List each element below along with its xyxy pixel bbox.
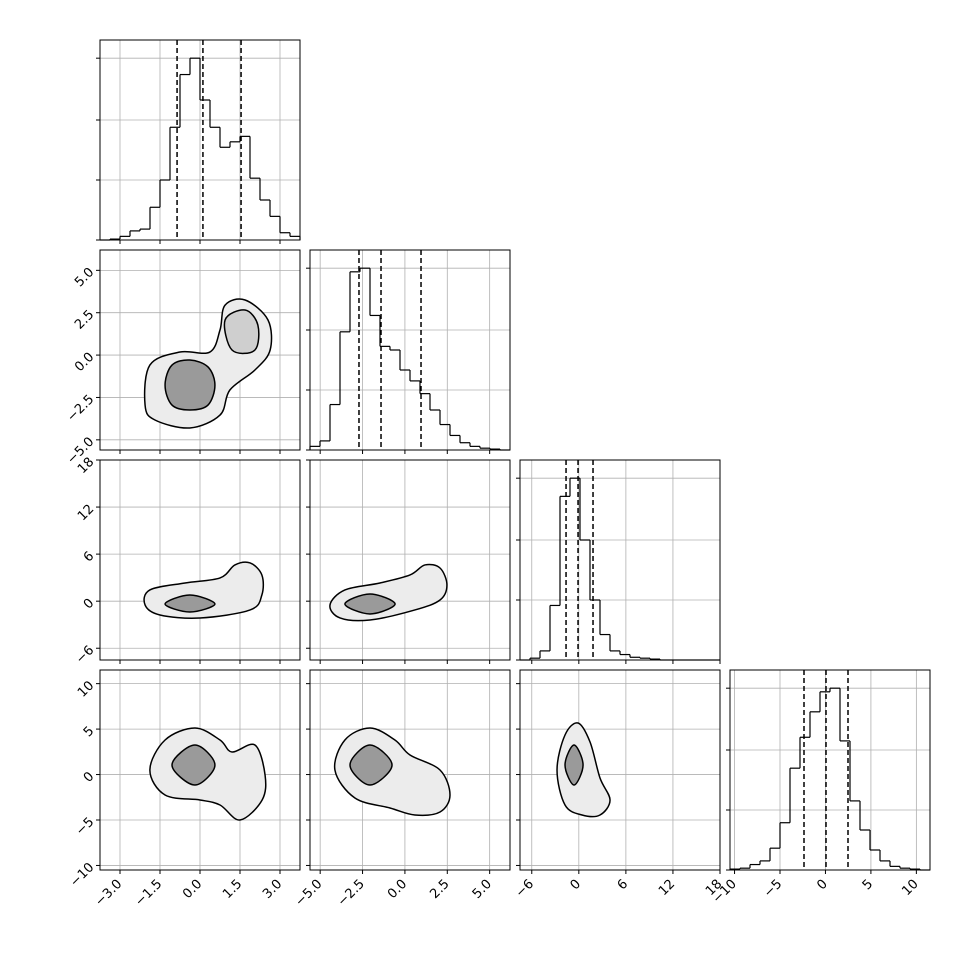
contour <box>223 309 260 355</box>
axes-frame <box>99 669 301 871</box>
panel <box>96 39 301 244</box>
axes-frame <box>309 459 511 661</box>
y-tick-label: −10 <box>67 860 97 890</box>
axes-frame <box>99 249 301 451</box>
x-tick-label: −6 <box>513 877 537 901</box>
contour <box>171 744 216 786</box>
axes-frame <box>99 459 301 661</box>
y-tick-label: 0 <box>81 769 97 785</box>
contours <box>329 563 448 622</box>
contour <box>344 593 396 615</box>
y-tick-label: 2.5 <box>72 307 97 332</box>
x-tick-label: 10 <box>899 877 921 899</box>
y-tick-label: 0.0 <box>72 350 97 375</box>
x-tick-label: 5.0 <box>470 877 495 902</box>
x-tick-label: −5 <box>761 877 785 901</box>
panel: −10 −5 0 5 10 <box>710 669 931 907</box>
contour <box>564 744 584 786</box>
x-tick-label: −1.5 <box>132 877 165 910</box>
panel <box>306 459 511 664</box>
contour <box>164 594 216 613</box>
x-tick-label: 0.0 <box>385 877 410 902</box>
y-tick-label: −6 <box>73 643 97 667</box>
contours <box>149 727 267 821</box>
contours <box>556 722 611 818</box>
panel: −5.0 −2.5 0.0 2.5 5.0 <box>293 669 511 910</box>
contour <box>556 722 611 818</box>
y-tick-label: 5 <box>81 724 97 740</box>
x-tick-label: 6 <box>615 877 631 893</box>
x-tick-label: −3.0 <box>92 877 125 910</box>
contours <box>143 298 273 429</box>
y-tick-label: 0 <box>81 596 97 612</box>
x-tick-label: −2.5 <box>335 877 368 910</box>
contours <box>143 561 265 619</box>
contour <box>349 744 393 786</box>
x-tick-label: 1.5 <box>220 877 245 902</box>
x-tick-label: 0.0 <box>180 877 205 902</box>
y-tick-label: 12 <box>75 502 97 524</box>
contour <box>164 359 216 411</box>
panel: −3.0 −1.5 0.0 1.5 3.0 −10 −5 0 5 10 <box>67 669 301 910</box>
axes-frame <box>309 669 511 871</box>
axes-frame <box>519 459 721 661</box>
x-tick-label: 0 <box>568 877 584 893</box>
panel: −5.0−2.50.02.55.0 <box>64 249 301 467</box>
x-tick-label: 12 <box>656 877 678 899</box>
contour <box>329 563 448 622</box>
y-tick-label: −5 <box>73 815 97 839</box>
axes-frame <box>729 669 931 871</box>
y-tick-label: −2.5 <box>64 392 97 425</box>
panel <box>516 459 721 664</box>
x-tick-label: 3.0 <box>260 877 285 902</box>
axes-frame <box>519 669 721 871</box>
contours <box>333 727 451 817</box>
x-tick-label: 2.5 <box>427 877 452 902</box>
axes-frame <box>309 249 511 451</box>
x-tick-label: −5.0 <box>293 877 326 910</box>
y-tick-label: 10 <box>75 678 97 700</box>
y-tick-label: 5.0 <box>72 265 97 290</box>
y-tick-label: 6 <box>81 549 97 565</box>
x-tick-label: 0 <box>814 877 830 893</box>
panel <box>306 249 511 454</box>
axes-frame <box>99 39 301 241</box>
x-tick-label: 5 <box>860 877 876 893</box>
